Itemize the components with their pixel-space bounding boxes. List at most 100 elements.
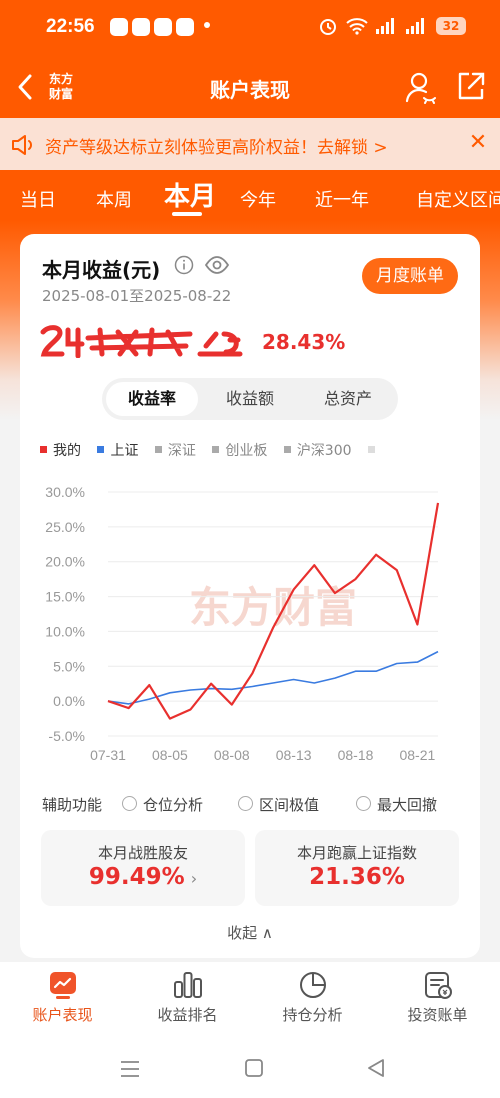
legend-swatch <box>97 445 105 453</box>
segment-return-rate[interactable]: 收益率 <box>106 382 198 416</box>
tab-this-month[interactable]: 本月 <box>164 182 217 212</box>
aux-functions: 辅助功能 仓位分析 区间极值 最大回撤 <box>42 794 472 816</box>
status-time: 22:56 <box>46 16 95 37</box>
status-bar: 22:56 32 <box>0 0 500 56</box>
legend-item-mine[interactable]: 我的 <box>40 440 81 460</box>
bar-ranking-icon <box>173 972 202 998</box>
bill-icon <box>424 972 452 999</box>
x-tick-label: 08-18 <box>338 747 374 763</box>
nav-account-performance[interactable]: 账户表现 <box>0 970 125 1025</box>
home-icon[interactable] <box>244 1058 264 1078</box>
eye-icon[interactable] <box>204 254 230 276</box>
tab-this-week[interactable]: 本周 <box>96 190 132 211</box>
performance-chart-icon <box>49 972 76 999</box>
app-notification-icon <box>176 18 194 36</box>
alarm-icon <box>320 19 336 35</box>
option-range-extremes[interactable]: 区间极值 <box>238 794 319 815</box>
y-tick-label: 25.0% <box>45 519 85 535</box>
option-max-drawdown[interactable]: 最大回撤 <box>356 794 437 815</box>
segment-return-amount[interactable]: 收益额 <box>225 389 274 408</box>
x-tick-label: 07-31 <box>90 747 126 763</box>
y-tick-label: 5.0% <box>53 658 85 674</box>
radio-icon <box>356 796 371 811</box>
app-notification-icon <box>132 18 150 36</box>
masked-amount <box>40 325 243 358</box>
monthly-bill-button[interactable]: 月度账单 <box>362 258 458 294</box>
monthly-return-card: 本月收益(元) 2025-08-01至2025-08-22 月度账单 28.43… <box>20 234 480 958</box>
stat-value: 21.36% <box>309 864 405 890</box>
stat-value: 99.49% › <box>88 864 198 890</box>
promo-banner[interactable]: 资产等级达标立刻体验更高阶权益！去解锁 > ✕ <box>0 118 500 170</box>
speaker-icon <box>12 135 32 155</box>
beat-peers-stat[interactable]: 本月战胜股友 99.49% › <box>41 830 245 906</box>
legend-item-shenzhen[interactable]: 深证 <box>154 440 196 460</box>
radio-icon <box>238 796 253 811</box>
legend-swatch <box>212 445 220 453</box>
return-line-chart: 东方财富 30.0% 25.0% 20.0% 15.0% 10.0% 5.0% 0.0% -5.… <box>45 484 440 763</box>
segment-total-assets[interactable]: 总资产 <box>323 389 372 408</box>
legend-item-shanghai[interactable]: 上证 <box>97 440 138 460</box>
signal-icon <box>406 18 428 34</box>
radio-icon <box>122 796 137 811</box>
y-tick-label: 0.0% <box>53 693 85 709</box>
option-position-analysis[interactable]: 仓位分析 <box>122 794 203 815</box>
legend-item-csi300[interactable]: 沪深300 <box>283 440 352 460</box>
y-tick-label: -5.0% <box>48 728 85 744</box>
back-icon[interactable] <box>366 1058 386 1078</box>
y-tick-label: 20.0% <box>45 554 85 570</box>
return-percentage: 28.43% <box>262 330 346 354</box>
app-notification-icon <box>110 18 128 36</box>
page-title: 账户表现 <box>210 78 290 102</box>
tab-today[interactable]: 当日 <box>20 190 56 211</box>
legend-item-more[interactable] <box>368 443 381 459</box>
close-icon[interactable]: ✕ <box>468 130 488 155</box>
metric-segmented-control: 收益率 收益额 总资产 <box>102 378 398 420</box>
status-app-icons <box>110 18 194 36</box>
system-navigation-bar <box>0 1042 500 1098</box>
banner-text[interactable]: 资产等级达标立刻体验更高阶权益！去解锁 > <box>45 138 388 158</box>
x-tick-label: 08-05 <box>152 747 188 763</box>
menu-icon[interactable] <box>120 1060 140 1078</box>
signal-icon <box>376 18 398 34</box>
tab-last-year[interactable]: 近一年 <box>315 190 369 211</box>
chevron-right-icon: › <box>190 869 198 888</box>
collapse-button[interactable]: 收起 ∧ <box>227 924 273 942</box>
legend-swatch <box>283 445 291 453</box>
legend-swatch <box>368 445 375 453</box>
x-tick-label: 08-08 <box>214 747 250 763</box>
x-tick-label: 08-13 <box>276 747 312 763</box>
tab-this-year[interactable]: 今年 <box>240 190 276 211</box>
user-privacy-icon[interactable] <box>404 70 438 104</box>
legend-item-chinext[interactable]: 创业板 <box>212 440 267 460</box>
period-tabs: 当日 本周 本月 今年 近一年 自定义区间 <box>0 172 500 222</box>
y-tick-label: 30.0% <box>45 484 85 500</box>
chart-watermark: 东方财富 <box>189 583 357 632</box>
battery-icon: 32 <box>436 17 466 35</box>
legend-swatch <box>154 445 162 453</box>
back-arrow-icon[interactable] <box>14 72 38 102</box>
aux-label: 辅助功能 <box>42 796 103 814</box>
legend-swatch <box>40 445 47 453</box>
beat-index-stat: 本月跑赢上证指数 21.36% <box>255 830 459 906</box>
nav-investment-bill[interactable]: 投资账单 <box>375 970 500 1025</box>
stat-label: 本月战胜股友 <box>97 844 188 862</box>
more-notifications-icon <box>204 22 210 28</box>
y-tick-label: 15.0% <box>45 589 85 605</box>
nav-return-ranking[interactable]: 收益排名 <box>125 970 250 1025</box>
app-header: 东方 财富 账户表现 <box>0 58 500 116</box>
nav-holdings-analysis[interactable]: 持仓分析 <box>250 970 375 1025</box>
tab-custom-range[interactable]: 自定义区间 <box>416 190 500 211</box>
chart-legend: 我的 上证 深证 创业板 沪深300 <box>40 440 480 462</box>
share-icon[interactable] <box>455 70 487 102</box>
active-tab-indicator <box>172 212 202 216</box>
x-tick-label: 08-21 <box>399 747 435 763</box>
eastmoney-logo: 东方 财富 <box>48 72 73 101</box>
chevron-up-icon: ∧ <box>261 924 273 942</box>
status-indicators: 32 <box>318 16 466 36</box>
y-tick-label: 10.0% <box>45 623 85 639</box>
series-line-mine <box>107 502 440 720</box>
series-line-shanghai <box>107 650 439 705</box>
card-title: 本月收益(元) <box>42 258 161 282</box>
info-icon[interactable] <box>174 255 194 275</box>
pie-chart-icon <box>299 972 326 998</box>
